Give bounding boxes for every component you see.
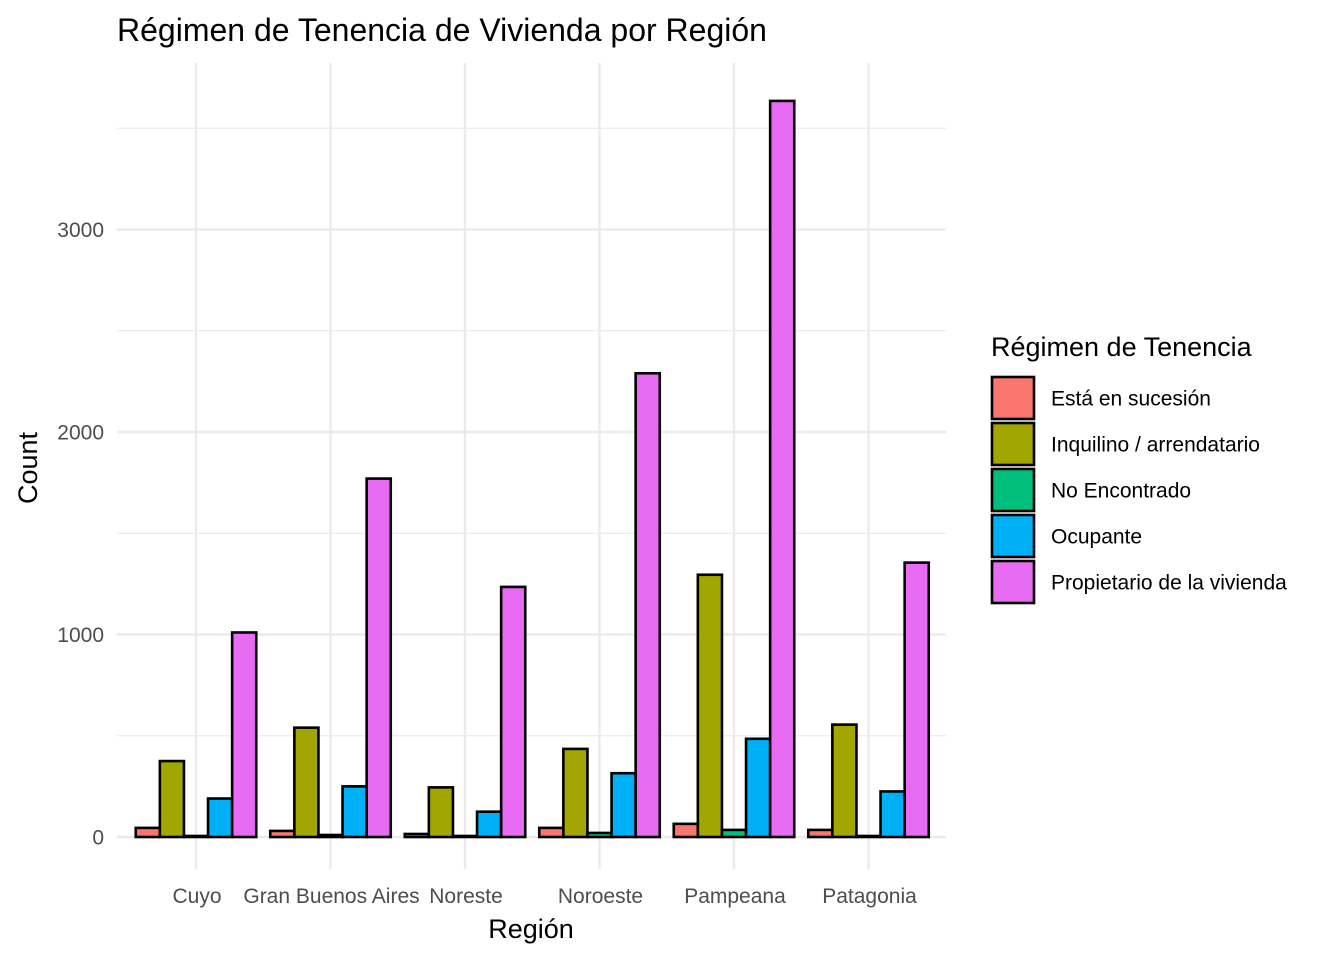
bar-noreste-3	[451, 834, 479, 839]
x-axis-ticks: Cuyo Gran Buenos Aires Noreste Noroeste Pamp…	[172, 885, 917, 908]
y-tick-label: 0	[92, 827, 104, 850]
bar-cuyo-3	[182, 834, 210, 839]
bar-noreste-1	[403, 832, 431, 839]
x-tick-label: Noreste	[429, 885, 503, 908]
bar-patagonia-5	[903, 561, 931, 839]
legend-key	[990, 421, 1036, 467]
y-axis-title: Count	[13, 431, 43, 504]
bar-noroeste-1	[537, 826, 565, 839]
x-tick-label: Patagonia	[822, 885, 917, 908]
bar-noroeste-2	[562, 747, 589, 839]
x-tick-label: Noroeste	[558, 885, 643, 908]
legend-label: Está en sucesión	[1051, 388, 1211, 411]
bar-noreste-5	[499, 585, 527, 839]
legend-key	[990, 467, 1036, 513]
bar-pampeana-1	[672, 822, 700, 839]
legend-label: Propietario de la vivienda	[1051, 572, 1287, 595]
y-tick-label: 1000	[57, 624, 104, 647]
y-axis-ticks: 0 1000 2000 3000	[57, 219, 104, 850]
chart-title: Régimen de Tenencia de Vivienda por Regi…	[117, 12, 767, 48]
bar-pampeana-5	[768, 99, 796, 839]
bar-pampeana-2	[696, 573, 724, 839]
bar-gran-buenos-aires-1	[268, 829, 296, 839]
bar-patagonia-3	[855, 834, 882, 839]
bars	[134, 99, 931, 839]
y-tick-label: 2000	[57, 422, 104, 445]
bar-cuyo-5	[230, 631, 258, 839]
bar-gran-buenos-aires-2	[293, 726, 320, 839]
bar-noroeste-4	[610, 771, 637, 839]
bar-pampeana-3	[720, 828, 748, 839]
legend-label: No Encontrado	[1051, 480, 1191, 503]
legend-title: Régimen de Tenencia	[991, 332, 1253, 362]
bar-noreste-4	[475, 810, 503, 839]
x-tick-label: Gran Buenos Aires	[243, 885, 419, 908]
bar-pampeana-4	[744, 737, 772, 839]
bar-cuyo-2	[158, 759, 186, 839]
bar-cuyo-4	[206, 797, 234, 839]
bar-gran-buenos-aires-3	[317, 833, 344, 839]
bar-noroeste-5	[634, 371, 662, 839]
x-axis-title: Región	[488, 914, 574, 944]
bar-noreste-2	[427, 786, 455, 839]
bar-noroeste-3	[586, 831, 613, 839]
legend-label: Inquilino / arrendatario	[1051, 434, 1260, 457]
legend-label: Ocupante	[1051, 526, 1142, 549]
x-tick-label: Cuyo	[172, 885, 221, 908]
bar-gran-buenos-aires-4	[341, 785, 368, 839]
legend: Régimen de Tenencia Está en sucesión Inqu…	[990, 332, 1287, 605]
x-tick-label: Pampeana	[684, 885, 786, 908]
bar-cuyo-1	[134, 826, 162, 839]
bar-patagonia-2	[831, 723, 858, 839]
legend-key	[990, 513, 1036, 559]
bar-patagonia-4	[879, 790, 906, 839]
bar-patagonia-1	[806, 828, 834, 839]
legend-key	[990, 559, 1036, 605]
legend-key	[990, 375, 1036, 421]
y-tick-label: 3000	[57, 219, 104, 242]
bar-gran-buenos-aires-5	[365, 477, 393, 839]
